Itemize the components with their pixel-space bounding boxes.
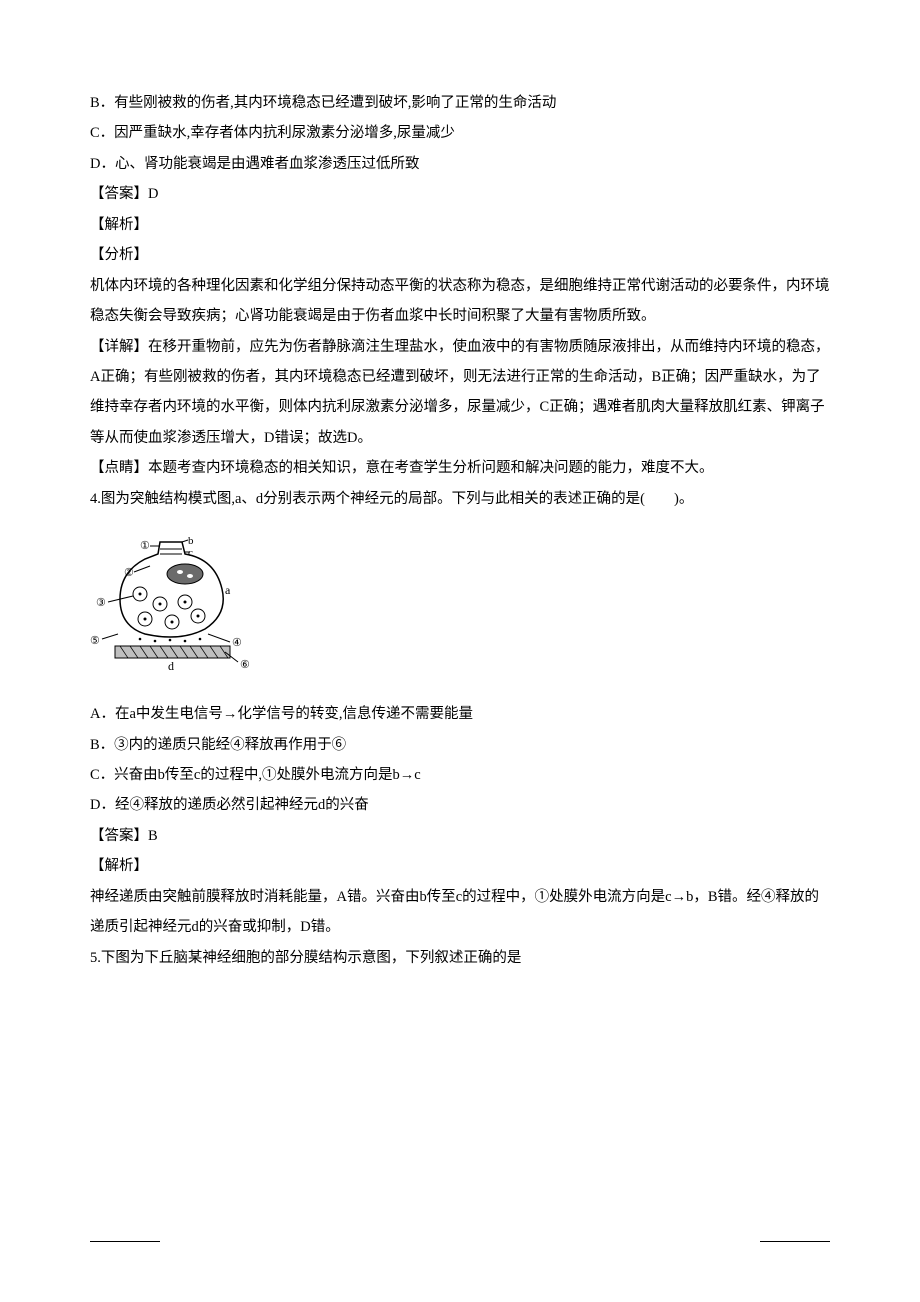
footer-rule-right <box>760 1241 830 1242</box>
analysis-sublabel: 【分析】 <box>90 240 830 270</box>
q4-option-c: C．兴奋由b传至c的过程中,①处膜外电流方向是b→c <box>90 760 830 790</box>
q4-analysis-text: 神经递质由突触前膜释放时消耗能量，A错。兴奋由b传至c的过程中，①处膜外电流方向… <box>90 882 830 943</box>
analysis-label: 【解析】 <box>90 210 830 240</box>
q4-option-a: A．在a中发生电信号→化学信号的转变,信息传递不需要能量 <box>90 699 830 729</box>
option-c: C．因严重缺水,幸存者体内抗利尿激素分泌增多,尿量减少 <box>90 118 830 148</box>
option-b: B．有些刚被救的伤者,其内环境稳态已经遭到破坏,影响了正常的生命活动 <box>90 88 830 118</box>
diagram-label-4: ④ <box>232 637 242 649</box>
diagram-label-c: c <box>188 547 193 559</box>
answer-label: 【答案】D <box>90 179 830 209</box>
diagram-label-a: a <box>225 583 231 597</box>
synapse-diagram: ① ② ③ ⑤ ④ ⑥ b c a d <box>90 534 830 679</box>
q4-option-d: D．经④释放的递质必然引起神经元d的兴奋 <box>90 790 830 820</box>
diagram-label-d: d <box>168 659 174 673</box>
q4-stem: 4.图为突触结构模式图,a、d分别表示两个神经元的局部。下列与此相关的表述正确的… <box>90 484 830 514</box>
q4-option-b: B．③内的递质只能经④释放再作用于⑥ <box>90 730 830 760</box>
diagram-label-6: ⑥ <box>240 659 250 671</box>
diagram-label-5: ⑤ <box>90 635 100 647</box>
diagram-label-b: b <box>188 535 194 547</box>
footer-rule-left <box>90 1241 160 1242</box>
diagram-label-1: ① <box>140 540 150 552</box>
analysis-text: 机体内环境的各种理化因素和化学组分保持动态平衡的状态称为稳态，是细胞维持正常代谢… <box>90 271 830 332</box>
q4-answer: 【答案】B <box>90 821 830 851</box>
q4-analysis-label: 【解析】 <box>90 851 830 881</box>
tip-text: 【点睛】本题考查内环境稳态的相关知识，意在考查学生分析问题和解决问题的能力，难度… <box>90 453 830 483</box>
q5-stem: 5.下图为下丘脑某神经细胞的部分膜结构示意图，下列叙述正确的是 <box>90 943 830 973</box>
detail-text: 【详解】在移开重物前，应先为伤者静脉滴注生理盐水，使血液中的有害物质随尿液排出，… <box>90 332 830 454</box>
option-d: D．心、肾功能衰竭是由遇难者血浆渗透压过低所致 <box>90 149 830 179</box>
diagram-label-3: ③ <box>96 597 106 609</box>
diagram-label-2: ② <box>124 567 134 579</box>
